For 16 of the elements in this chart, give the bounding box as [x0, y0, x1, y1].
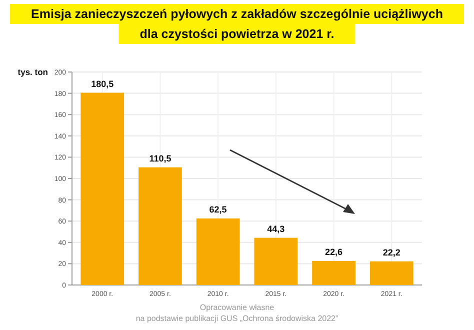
data-label: 44,3	[267, 224, 285, 234]
bar	[312, 260, 356, 285]
data-label: 62,5	[209, 204, 227, 214]
bar	[138, 167, 182, 285]
bar	[80, 92, 124, 285]
data-label: 22,2	[382, 247, 400, 258]
chart-title: Emisja zanieczyszczeń pyłowych z zakładów szczególnie uciążliwych dla czystości powietrza w 2021 r.	[31, 7, 443, 41]
y-axis-title: tys. ton	[18, 67, 48, 77]
data-label: 110,5	[149, 153, 172, 164]
text: Opracowanie własne	[200, 303, 275, 312]
data-label: 22,6	[325, 246, 343, 257]
bar	[370, 261, 414, 285]
data-label: 180,5	[91, 78, 114, 89]
text: na podstawie publikacji GUS „Ochrona środowiska 2022”	[136, 314, 338, 323]
bar	[196, 218, 240, 285]
bar	[254, 238, 298, 285]
